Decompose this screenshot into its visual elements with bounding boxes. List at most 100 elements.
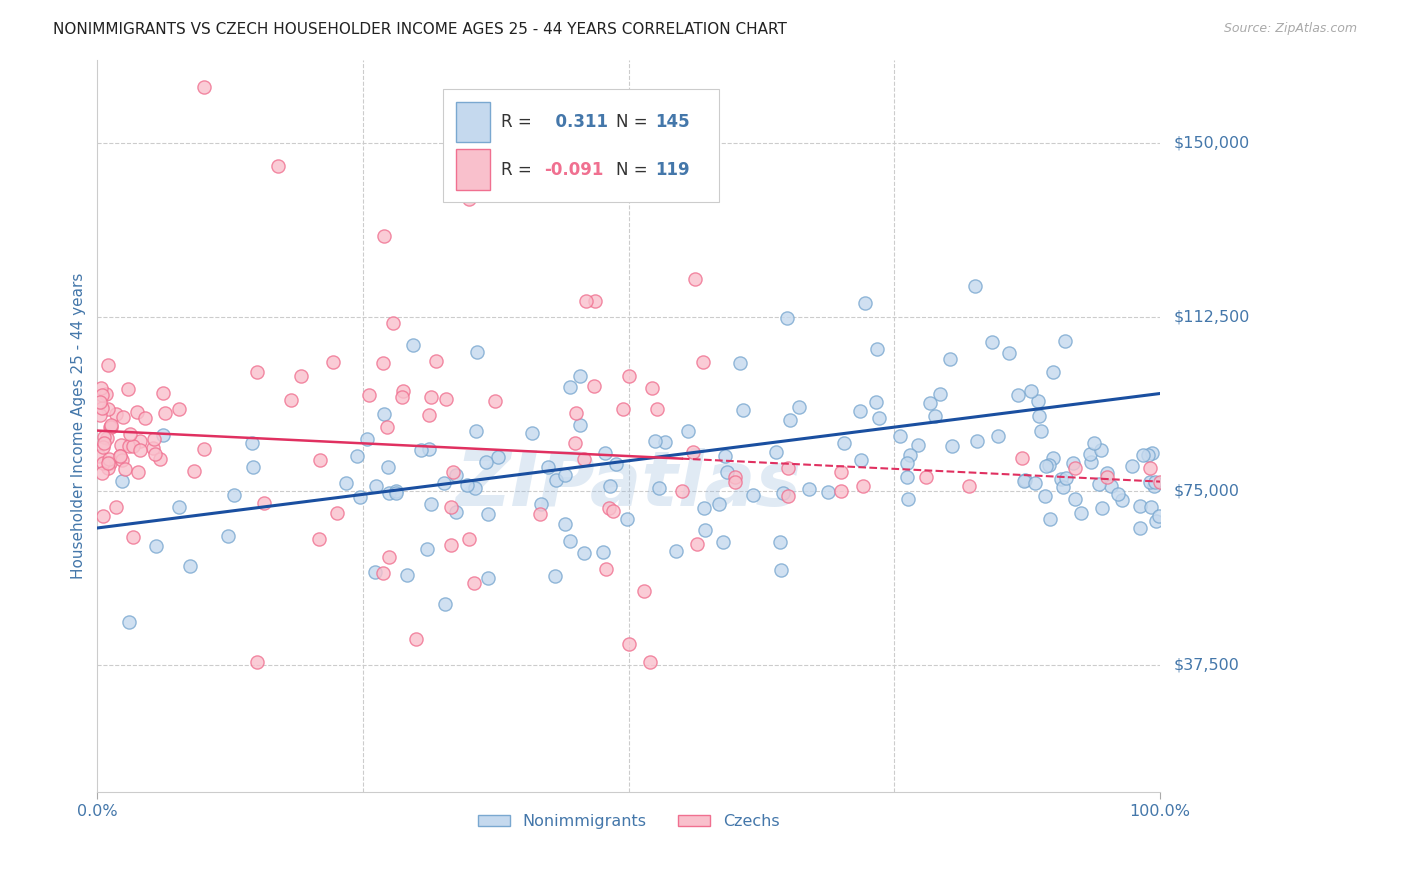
- Point: [97, 460, 120, 475]
- Point: [1111, 493, 1133, 508]
- Text: $150,000: $150,000: [1174, 136, 1250, 151]
- Point: [963, 279, 986, 293]
- Point: [97, 456, 120, 470]
- Point: [1031, 424, 1053, 438]
- Point: [91, 508, 114, 523]
- Point: [665, 544, 688, 558]
- Point: [441, 465, 464, 479]
- Point: [434, 597, 457, 611]
- Point: [533, 145, 555, 160]
- Point: [554, 517, 576, 532]
- Point: [110, 438, 132, 452]
- Point: [458, 192, 481, 206]
- Point: [676, 424, 699, 438]
- Text: ZIPatlas: ZIPatlas: [456, 448, 801, 522]
- Point: [179, 559, 201, 574]
- Point: [357, 387, 380, 401]
- Point: [981, 334, 1004, 349]
- Point: [125, 404, 148, 418]
- Point: [477, 508, 499, 522]
- Point: [582, 378, 605, 392]
- Text: N =: N =: [616, 113, 648, 131]
- Point: [772, 486, 794, 500]
- Point: [322, 355, 344, 369]
- Point: [693, 500, 716, 515]
- Point: [118, 615, 141, 629]
- Point: [1012, 474, 1035, 488]
- Point: [595, 562, 617, 576]
- Point: [987, 429, 1010, 443]
- Point: [918, 396, 941, 410]
- Point: [183, 464, 205, 478]
- Point: [853, 296, 876, 310]
- Point: [1019, 384, 1042, 398]
- Point: [647, 481, 669, 495]
- Point: [364, 565, 387, 579]
- Point: [242, 460, 264, 475]
- Point: [373, 408, 395, 422]
- Point: [612, 401, 634, 416]
- Point: [616, 512, 638, 526]
- Point: [564, 406, 586, 420]
- Point: [1039, 512, 1062, 526]
- Point: [731, 402, 754, 417]
- Point: [865, 395, 887, 409]
- Point: [997, 345, 1019, 359]
- FancyBboxPatch shape: [456, 149, 489, 190]
- Point: [645, 402, 668, 417]
- Point: [1035, 489, 1057, 503]
- Point: [866, 342, 889, 356]
- Point: [246, 656, 269, 670]
- Point: [128, 434, 150, 448]
- Point: [375, 420, 398, 434]
- Point: [529, 508, 551, 522]
- Point: [1107, 487, 1129, 501]
- Point: [418, 408, 440, 422]
- Point: [108, 449, 131, 463]
- Point: [1139, 460, 1161, 475]
- Point: [817, 485, 839, 500]
- Point: [554, 467, 576, 482]
- Point: [335, 476, 357, 491]
- Point: [112, 409, 135, 424]
- Point: [98, 420, 121, 434]
- Point: [1144, 475, 1167, 490]
- Point: [957, 479, 980, 493]
- Point: [377, 460, 399, 475]
- Text: $112,500: $112,500: [1174, 310, 1250, 325]
- Point: [1007, 388, 1029, 402]
- Point: [1147, 508, 1170, 523]
- Point: [98, 456, 121, 470]
- Point: [1078, 447, 1101, 461]
- Point: [143, 447, 166, 461]
- Point: [121, 439, 143, 453]
- Point: [1139, 475, 1161, 490]
- Point: [349, 490, 371, 504]
- Point: [392, 384, 415, 398]
- Point: [896, 456, 918, 470]
- Point: [89, 395, 111, 409]
- Point: [395, 568, 418, 582]
- Point: [779, 413, 801, 427]
- Point: [924, 409, 946, 423]
- Point: [707, 497, 730, 511]
- Point: [1099, 478, 1122, 492]
- Point: [938, 351, 960, 366]
- Point: [143, 432, 166, 446]
- Point: [444, 505, 467, 519]
- Point: [467, 345, 489, 359]
- Point: [267, 159, 290, 173]
- Point: [1132, 448, 1154, 462]
- Point: [152, 386, 174, 401]
- Point: [409, 443, 432, 458]
- Point: [799, 483, 821, 497]
- Text: $75,000: $75,000: [1174, 483, 1240, 499]
- Point: [583, 294, 606, 309]
- Point: [118, 426, 141, 441]
- Point: [638, 656, 661, 670]
- Point: [464, 481, 486, 495]
- Point: [692, 355, 714, 369]
- Point: [1137, 449, 1160, 463]
- Point: [246, 365, 269, 379]
- Point: [252, 496, 274, 510]
